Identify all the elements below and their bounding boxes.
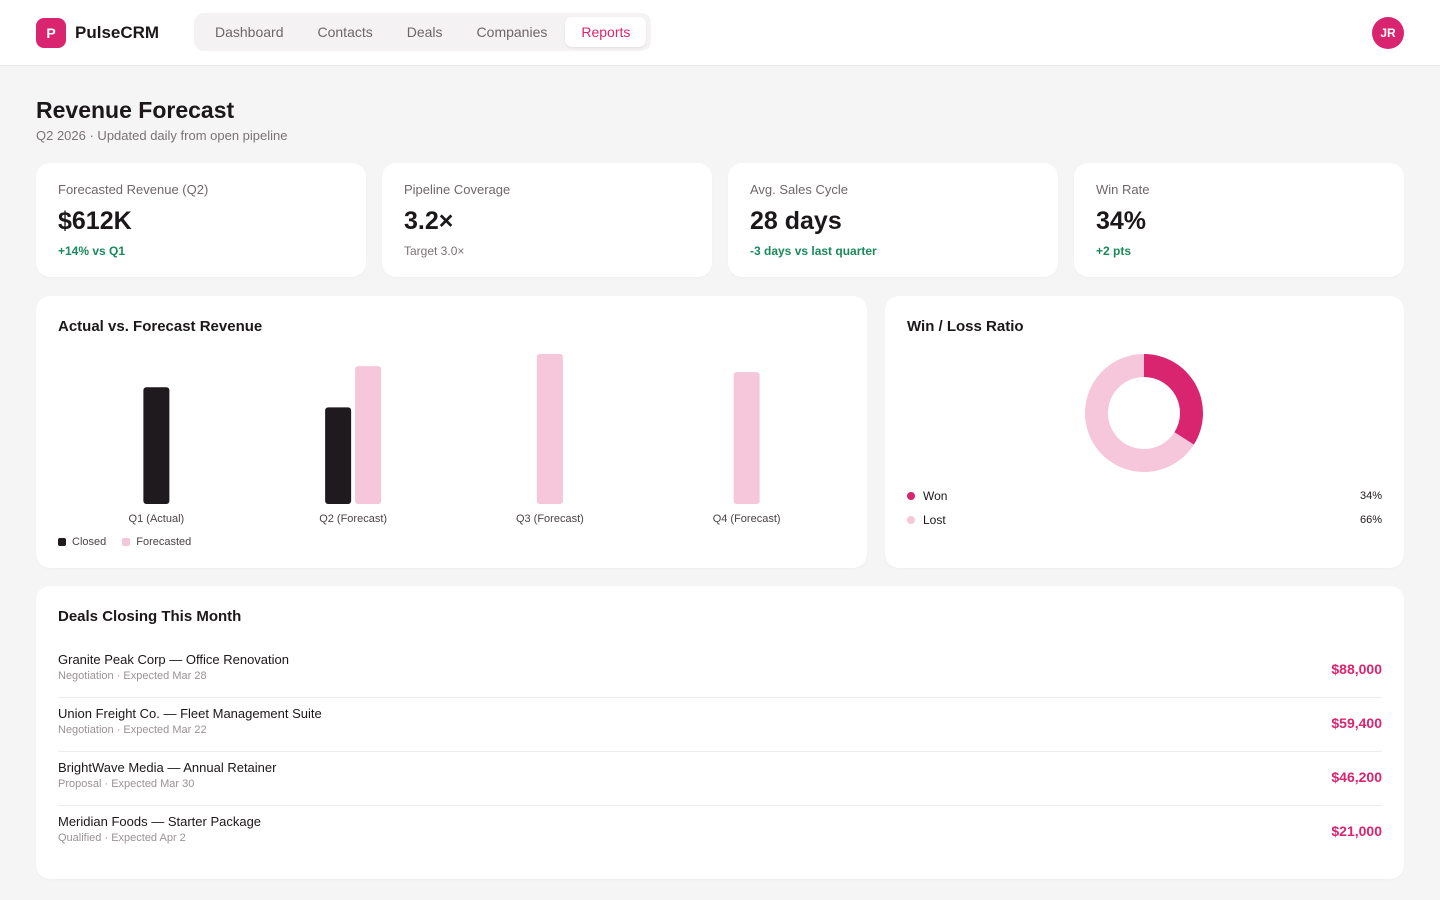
- kpi-label: Avg. Sales Cycle: [750, 182, 849, 197]
- kpi-value: 28 days: [750, 207, 842, 235]
- lost-pct: 66%: [1359, 514, 1382, 526]
- kpi-value: $612K: [58, 207, 132, 235]
- deal-amount: $21,000: [1331, 823, 1382, 839]
- kpi-label: Win Rate: [1096, 182, 1150, 197]
- winloss-card: Win / Loss Ratio Won 34% Lost 66%: [885, 296, 1404, 568]
- top-bar: P PulseCRM Dashboard Contacts Deals Comp…: [0, 0, 1440, 66]
- chart-legend: Closed Forecasted: [58, 536, 207, 548]
- kpi-value: 3.2×: [404, 207, 454, 235]
- won-label: Won: [923, 489, 948, 503]
- deals-card: Deals Closing This Month Granite Peak Co…: [36, 586, 1404, 879]
- page-subtitle: Q2 2026 · Updated daily from open pipeli…: [36, 128, 288, 143]
- app-logo[interactable]: P PulseCRM: [36, 18, 159, 48]
- legend-swatch-closed: [58, 538, 66, 546]
- logo-mark: P: [36, 18, 66, 48]
- legend-item-closed: Closed: [58, 536, 106, 548]
- winloss-donut-chart: [1085, 354, 1203, 472]
- kpi-card-pipeline-coverage: Pipeline Coverage 3.2× Target 3.0×: [382, 163, 712, 277]
- tab-dashboard[interactable]: Dashboard: [215, 24, 284, 40]
- donut-slice-won: [1144, 354, 1203, 445]
- deal-name: Meridian Foods — Starter Package: [58, 814, 262, 829]
- deal-row[interactable]: Granite Peak Corp — Office Renovation Ne…: [58, 644, 1382, 698]
- kpi-label: Pipeline Coverage: [404, 182, 511, 197]
- kpi-card-forecasted-revenue: Forecasted Revenue (Q2) $612K +14% vs Q1: [36, 163, 366, 277]
- x-tick-label: Q1 (Actual): [129, 513, 185, 525]
- deal-name: Union Freight Co. — Fleet Management Sui…: [58, 706, 322, 721]
- revenue-bar-chart: Q1 (Actual) Q2 (Forecast) Q3 (Forecast) Q4 …: [129, 354, 781, 525]
- tab-deals[interactable]: Deals: [406, 24, 443, 40]
- chart-title: Actual vs. Forecast Revenue: [58, 318, 263, 335]
- winloss-legend-lost: Lost 66%: [907, 510, 1382, 530]
- app-name: PulseCRM: [75, 23, 160, 42]
- kpi-label: Forecasted Revenue (Q2): [58, 182, 209, 197]
- won-pct: 34%: [1359, 490, 1382, 502]
- main-nav: Dashboard Contacts Deals Companies Repor…: [194, 13, 652, 51]
- deal-row[interactable]: Union Freight Co. — Fleet Management Sui…: [58, 698, 1382, 752]
- deal-name: BrightWave Media — Annual Retainer: [58, 760, 277, 775]
- lost-dot: [907, 516, 915, 524]
- deal-amount: $46,200: [1331, 769, 1382, 785]
- donut-slice-lost: [1085, 354, 1194, 472]
- bar-forecasted-3: [536, 354, 563, 504]
- x-tick-label: Q2 (Forecast): [319, 513, 387, 525]
- deal-amount: $59,400: [1331, 715, 1382, 731]
- deal-meta: Proposal · Expected Mar 30: [58, 778, 195, 790]
- deal-meta: Negotiation · Expected Mar 22: [58, 724, 207, 736]
- lost-label: Lost: [923, 513, 946, 527]
- deal-meta: Negotiation · Expected Mar 28: [58, 670, 207, 682]
- x-tick-label: Q4 (Forecast): [713, 513, 781, 525]
- x-tick-label: Q3 (Forecast): [516, 513, 584, 525]
- page-title: Revenue Forecast: [36, 97, 235, 123]
- bar-forecasted-2: [355, 366, 382, 504]
- bar-closed-2: [325, 407, 352, 504]
- kpi-card-sales-cycle: Avg. Sales Cycle 28 days -3 days vs last…: [728, 163, 1058, 277]
- bar-closed-1: [143, 387, 170, 504]
- winloss-legend-won: Won 34%: [907, 486, 1382, 506]
- kpi-delta: +2 pts: [1096, 244, 1132, 258]
- bar-forecasted-4: [733, 372, 760, 504]
- kpi-delta: +14% vs Q1: [58, 244, 126, 258]
- deal-amount: $88,000: [1331, 661, 1382, 677]
- legend-label-forecasted: Forecasted: [136, 536, 192, 548]
- user-avatar[interactable]: JR: [1372, 17, 1404, 49]
- legend-swatch-forecasted: [122, 538, 131, 546]
- tab-reports[interactable]: Reports: [565, 17, 647, 47]
- legend-item-forecasted: Forecasted: [122, 536, 191, 548]
- deal-meta: Qualified · Expected Apr 2: [58, 832, 186, 844]
- deal-row[interactable]: Meridian Foods — Starter Package Qualifi…: [58, 806, 1382, 860]
- kpi-delta: -3 days vs last quarter: [750, 244, 877, 258]
- kpi-card-win-rate: Win Rate 34% +2 pts: [1074, 163, 1404, 277]
- revenue-chart-card: Actual vs. Forecast Revenue Q1 (Actual) Q…: [36, 296, 867, 568]
- tab-companies[interactable]: Companies: [476, 24, 548, 40]
- kpi-value: 34%: [1096, 207, 1147, 235]
- kpi-delta: Target 3.0×: [404, 244, 465, 258]
- tab-contacts[interactable]: Contacts: [317, 24, 373, 40]
- won-dot: [907, 492, 915, 500]
- winloss-title: Win / Loss Ratio: [907, 318, 1024, 335]
- deals-title: Deals Closing This Month: [58, 608, 242, 625]
- legend-label-closed: Closed: [72, 536, 107, 548]
- deal-row[interactable]: BrightWave Media — Annual Retainer Propo…: [58, 752, 1382, 806]
- deal-name: Granite Peak Corp — Office Renovation: [58, 652, 289, 667]
